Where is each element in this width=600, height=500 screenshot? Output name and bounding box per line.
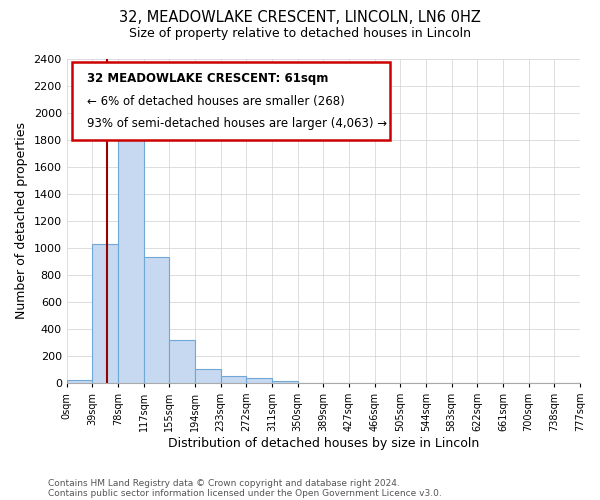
Text: Contains HM Land Registry data © Crown copyright and database right 2024.: Contains HM Land Registry data © Crown c…: [48, 478, 400, 488]
Y-axis label: Number of detached properties: Number of detached properties: [15, 122, 28, 320]
Bar: [92, 244, 118, 383]
Bar: [67, 380, 92, 383]
X-axis label: Distribution of detached houses by size in Lincoln: Distribution of detached houses by size …: [168, 437, 479, 450]
Bar: [221, 376, 247, 383]
Bar: [169, 340, 195, 383]
Bar: [272, 381, 298, 383]
Bar: [118, 126, 143, 383]
Text: 32, MEADOWLAKE CRESCENT, LINCOLN, LN6 0HZ: 32, MEADOWLAKE CRESCENT, LINCOLN, LN6 0H…: [119, 10, 481, 25]
Bar: [247, 378, 272, 383]
FancyBboxPatch shape: [72, 62, 390, 140]
Bar: [195, 368, 221, 383]
Text: 32 MEADOWLAKE CRESCENT: 61sqm: 32 MEADOWLAKE CRESCENT: 61sqm: [87, 72, 329, 85]
Text: ← 6% of detached houses are smaller (268): ← 6% of detached houses are smaller (268…: [87, 94, 345, 108]
Text: 93% of semi-detached houses are larger (4,063) →: 93% of semi-detached houses are larger (…: [87, 118, 388, 130]
Bar: [143, 258, 169, 383]
Text: Size of property relative to detached houses in Lincoln: Size of property relative to detached ho…: [129, 28, 471, 40]
Text: Contains public sector information licensed under the Open Government Licence v3: Contains public sector information licen…: [48, 488, 442, 498]
